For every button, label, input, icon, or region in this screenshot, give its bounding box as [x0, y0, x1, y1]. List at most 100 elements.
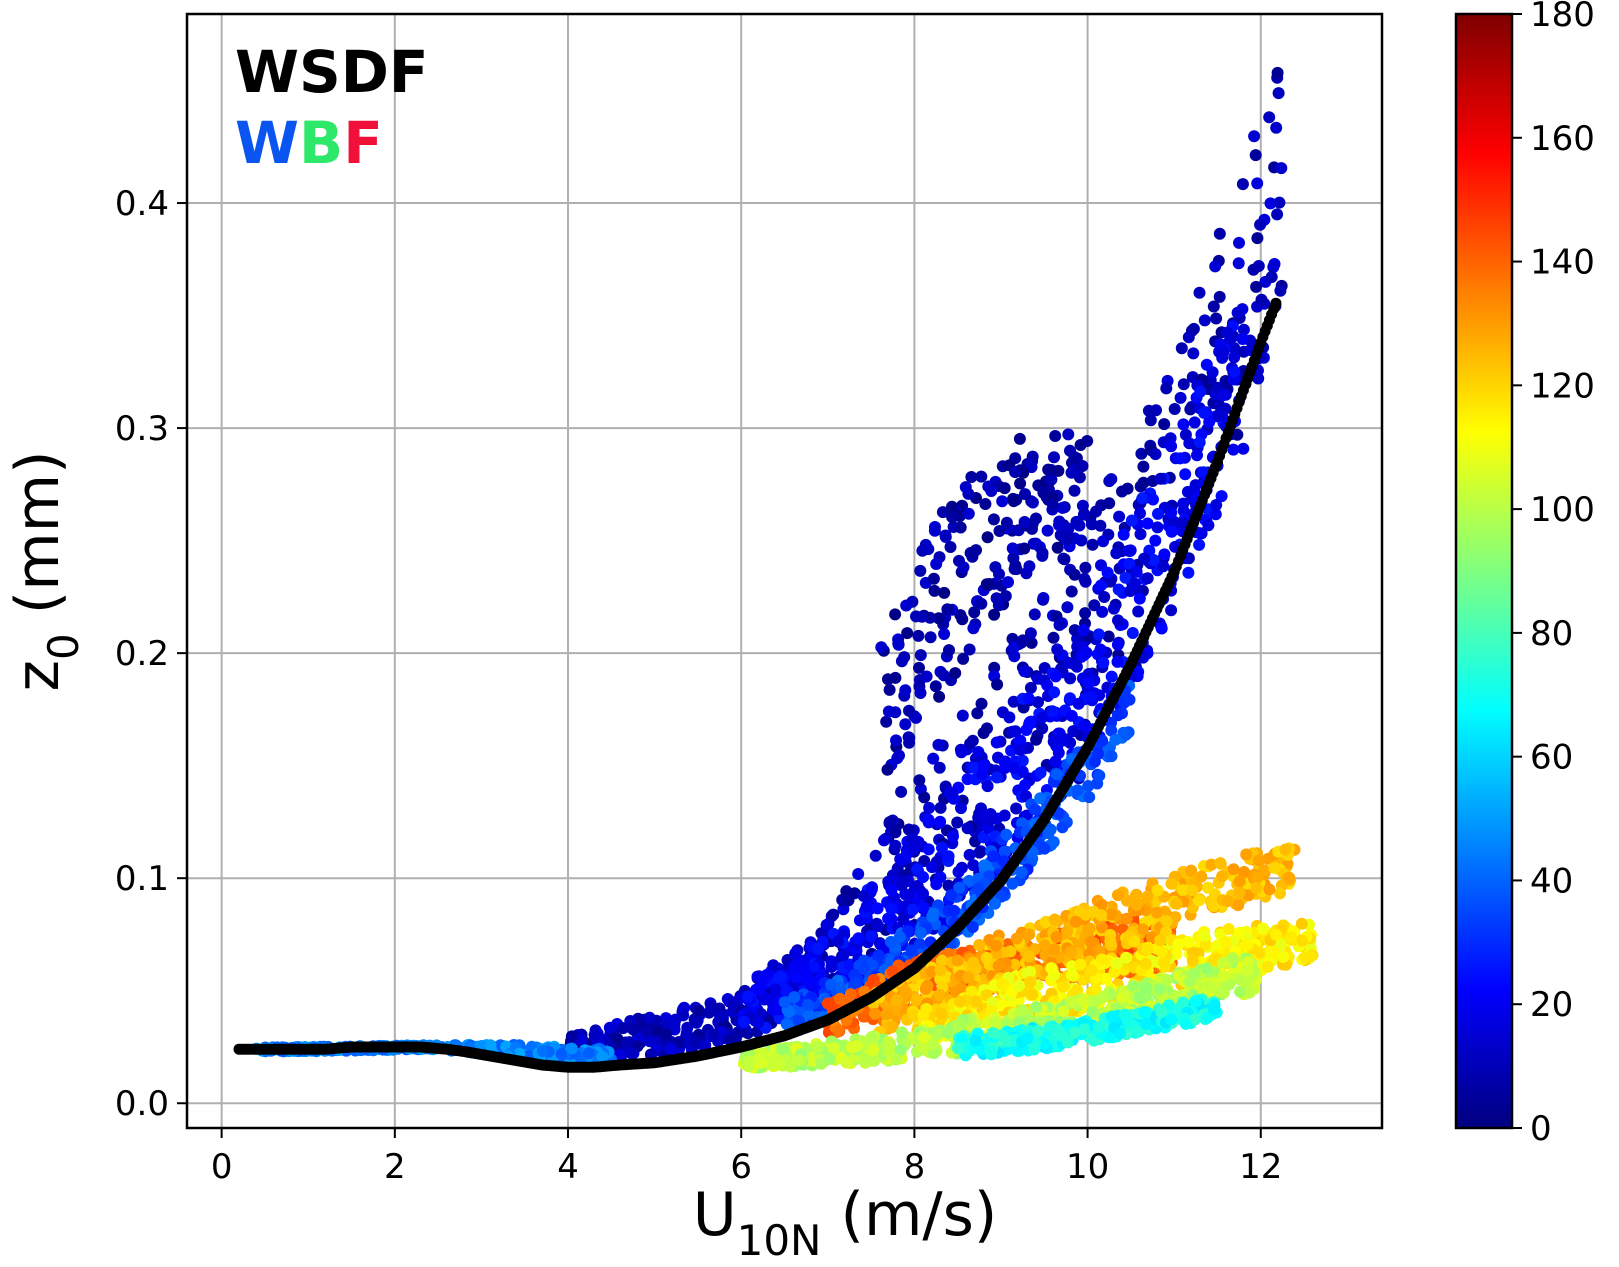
wbf-point: [959, 481, 972, 494]
wbf-point: [991, 771, 1003, 784]
wbf-point: [918, 791, 931, 804]
wbf-point: [1092, 628, 1105, 641]
wbf-point: [945, 889, 958, 902]
x-tick-label: 8: [904, 1147, 926, 1187]
wbf-point: [1042, 827, 1055, 840]
wbf-point: [1015, 866, 1028, 879]
wbf-point: [1138, 552, 1151, 565]
wbf-point: [1165, 440, 1178, 453]
wbf-point: [930, 878, 943, 891]
wbf-point: [1216, 870, 1229, 883]
wbf-point: [967, 622, 980, 635]
wbf-point: [913, 661, 925, 674]
wbf-point: [1248, 130, 1261, 143]
wbf-point: [1200, 358, 1213, 371]
legend-letter: F: [343, 109, 383, 177]
wbf-point: [1155, 1005, 1168, 1018]
wbf-point: [1068, 624, 1081, 637]
wbf-point: [984, 1045, 997, 1058]
wbf-point: [1071, 784, 1084, 797]
wbf-point: [970, 995, 982, 1008]
wbf-point: [1126, 627, 1139, 639]
colorbar-tick-label: 40: [1530, 861, 1573, 901]
wbf-point: [1086, 1005, 1099, 1018]
wbf-point: [938, 586, 951, 599]
x-tick-label: 4: [557, 1147, 579, 1187]
wbf-point: [988, 897, 1001, 910]
wbf-point: [705, 1000, 718, 1013]
wbf-point: [925, 965, 938, 978]
wbf-point: [714, 1010, 727, 1023]
y-tick-label: 0.2: [115, 634, 169, 674]
wbf-point: [1213, 290, 1226, 303]
wbf-point: [988, 608, 1001, 621]
wbf-point: [1110, 957, 1123, 969]
wbf-point: [978, 859, 991, 872]
wbf-point: [1070, 515, 1083, 528]
wbf-point: [1252, 372, 1265, 385]
wbf-point: [1078, 572, 1091, 585]
wbf-point: [985, 485, 998, 497]
wbf-point: [743, 1055, 756, 1068]
wbf-point: [939, 529, 952, 542]
wbf-point: [1074, 905, 1086, 918]
wbf-point: [1134, 507, 1146, 520]
wbf-point: [902, 823, 915, 836]
wbf-point: [885, 884, 898, 897]
y-tick-label: 0.3: [115, 409, 169, 449]
wbf-point: [1255, 293, 1268, 306]
wbf-point: [1061, 601, 1074, 614]
wbf-point: [555, 1048, 568, 1060]
wbf-point: [1241, 964, 1254, 977]
wbf-point: [928, 524, 941, 537]
wbf-point: [1238, 866, 1251, 878]
wbf-point: [849, 977, 861, 989]
wbf-point: [1160, 915, 1173, 928]
wbf-point: [1117, 726, 1130, 739]
wbf-point: [1069, 915, 1082, 928]
wbf-point: [1137, 460, 1150, 473]
wbf-point: [889, 839, 902, 852]
wbf-point: [987, 1027, 999, 1039]
plot-frame: [185, 12, 1384, 1130]
wbf-point: [895, 785, 908, 798]
wbf-point: [1177, 884, 1190, 897]
wbf-point: [1101, 566, 1114, 579]
wbf-point: [1037, 486, 1050, 499]
wbf-point: [1295, 917, 1308, 930]
wbf-point: [1251, 177, 1264, 190]
wbf-point: [1064, 672, 1077, 685]
wbf-point: [1076, 994, 1088, 1007]
wbf-point: [916, 610, 928, 623]
wbf-point: [1262, 960, 1274, 973]
wbf-point: [726, 1005, 739, 1018]
wbf-point: [1056, 501, 1069, 514]
wbf-point: [1222, 923, 1235, 935]
wbf-point: [1110, 547, 1123, 560]
wbf-point: [1093, 1021, 1105, 1034]
wbf-point: [1203, 416, 1216, 428]
wbf-point: [1052, 464, 1065, 477]
wbf-point: [928, 584, 941, 597]
wbf-point: [1233, 236, 1245, 249]
wbf-point: [1264, 197, 1277, 210]
wbf-point: [1263, 883, 1276, 896]
wbf-point: [1227, 863, 1240, 876]
wbf-point: [596, 1050, 609, 1063]
wbf-point: [1193, 286, 1206, 299]
wbf-point: [1089, 983, 1102, 996]
wbf-point: [1151, 521, 1164, 534]
wbf-point: [962, 971, 975, 984]
wbf-point: [1232, 257, 1245, 270]
wbf-point: [1095, 953, 1108, 966]
wbf-point: [932, 738, 945, 751]
wbf-point: [964, 547, 977, 559]
wbf-point: [789, 947, 802, 960]
wbf-point: [1189, 479, 1202, 492]
wbf-point: [1097, 535, 1110, 548]
wbf-point: [914, 687, 927, 699]
wbf-point: [1130, 565, 1143, 578]
wbf-point: [941, 603, 954, 616]
wbf-point: [625, 1047, 638, 1060]
wbf-point: [938, 628, 951, 640]
